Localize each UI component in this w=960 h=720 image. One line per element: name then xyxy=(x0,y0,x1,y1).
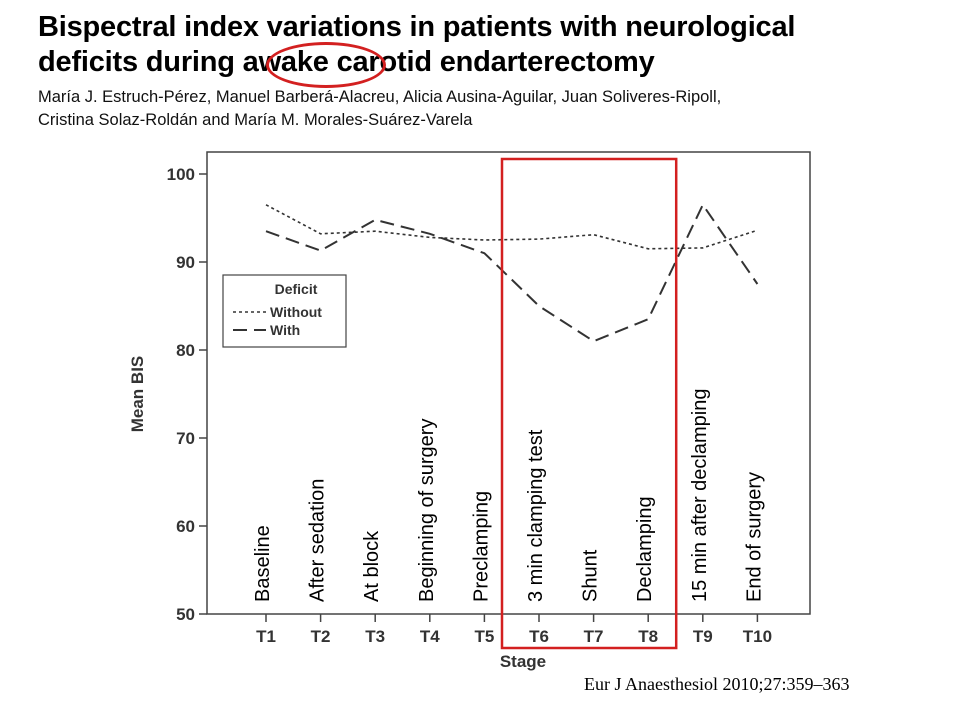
x-tick-label: T7 xyxy=(584,627,604,646)
citation: Eur J Anaesthesiol 2010;27:359–363 xyxy=(584,674,850,694)
title-line-1: Bispectral index variations in patients … xyxy=(38,11,796,43)
x-tick-label: T10 xyxy=(743,627,772,646)
x-tick-label: T8 xyxy=(638,627,658,646)
stage-name-label: Beginning of surgery xyxy=(416,419,438,602)
authors-line-1: María J. Estruch-Pérez, Manuel Barberá-A… xyxy=(38,88,722,106)
x-tick-label: T5 xyxy=(474,627,494,646)
y-tick-label: 80 xyxy=(176,341,195,360)
legend-label-without: Without xyxy=(270,304,322,320)
y-tick-label: 60 xyxy=(176,517,195,536)
x-tick-label: T1 xyxy=(256,627,276,646)
series-line-without xyxy=(265,204,758,250)
x-tick-label: T4 xyxy=(420,627,440,646)
awake-highlight-circle xyxy=(266,42,386,88)
stage-name-label: At block xyxy=(361,530,383,602)
stage-name-label: Shunt xyxy=(580,549,602,602)
y-tick-label: 90 xyxy=(176,253,195,272)
clamping-highlight-box xyxy=(500,157,678,650)
author-list: María J. Estruch-Pérez, Manuel Barberá-A… xyxy=(38,86,938,132)
x-axis-title: Stage xyxy=(500,652,546,671)
legend-label-with: With xyxy=(270,322,300,338)
series-line-with xyxy=(265,202,759,343)
stage-name-label: 15 min after declamping xyxy=(689,389,711,602)
y-tick-label: 100 xyxy=(167,165,195,184)
authors-line-2: Cristina Solaz-Roldán and María M. Moral… xyxy=(38,111,473,129)
legend-box xyxy=(222,274,347,348)
legend-title: Deficit xyxy=(275,281,318,297)
stage-name-label: End of surgery xyxy=(743,472,765,602)
stage-name-label: After sedation xyxy=(307,479,329,602)
stage-name-label: Preclamping xyxy=(470,491,492,602)
y-tick-label: 70 xyxy=(176,429,195,448)
x-tick-label: T2 xyxy=(311,627,331,646)
x-tick-label: T9 xyxy=(693,627,713,646)
y-axis-title: Mean BIS xyxy=(128,356,147,433)
stage-name-label: Baseline xyxy=(252,525,274,602)
plot-frame xyxy=(206,151,811,615)
stage-name-label: 3 min clamping test xyxy=(525,429,547,602)
x-tick-label: T3 xyxy=(365,627,385,646)
x-tick-label: T6 xyxy=(529,627,549,646)
stage-name-label: Declamping xyxy=(634,496,656,602)
y-tick-label: 50 xyxy=(176,605,195,624)
